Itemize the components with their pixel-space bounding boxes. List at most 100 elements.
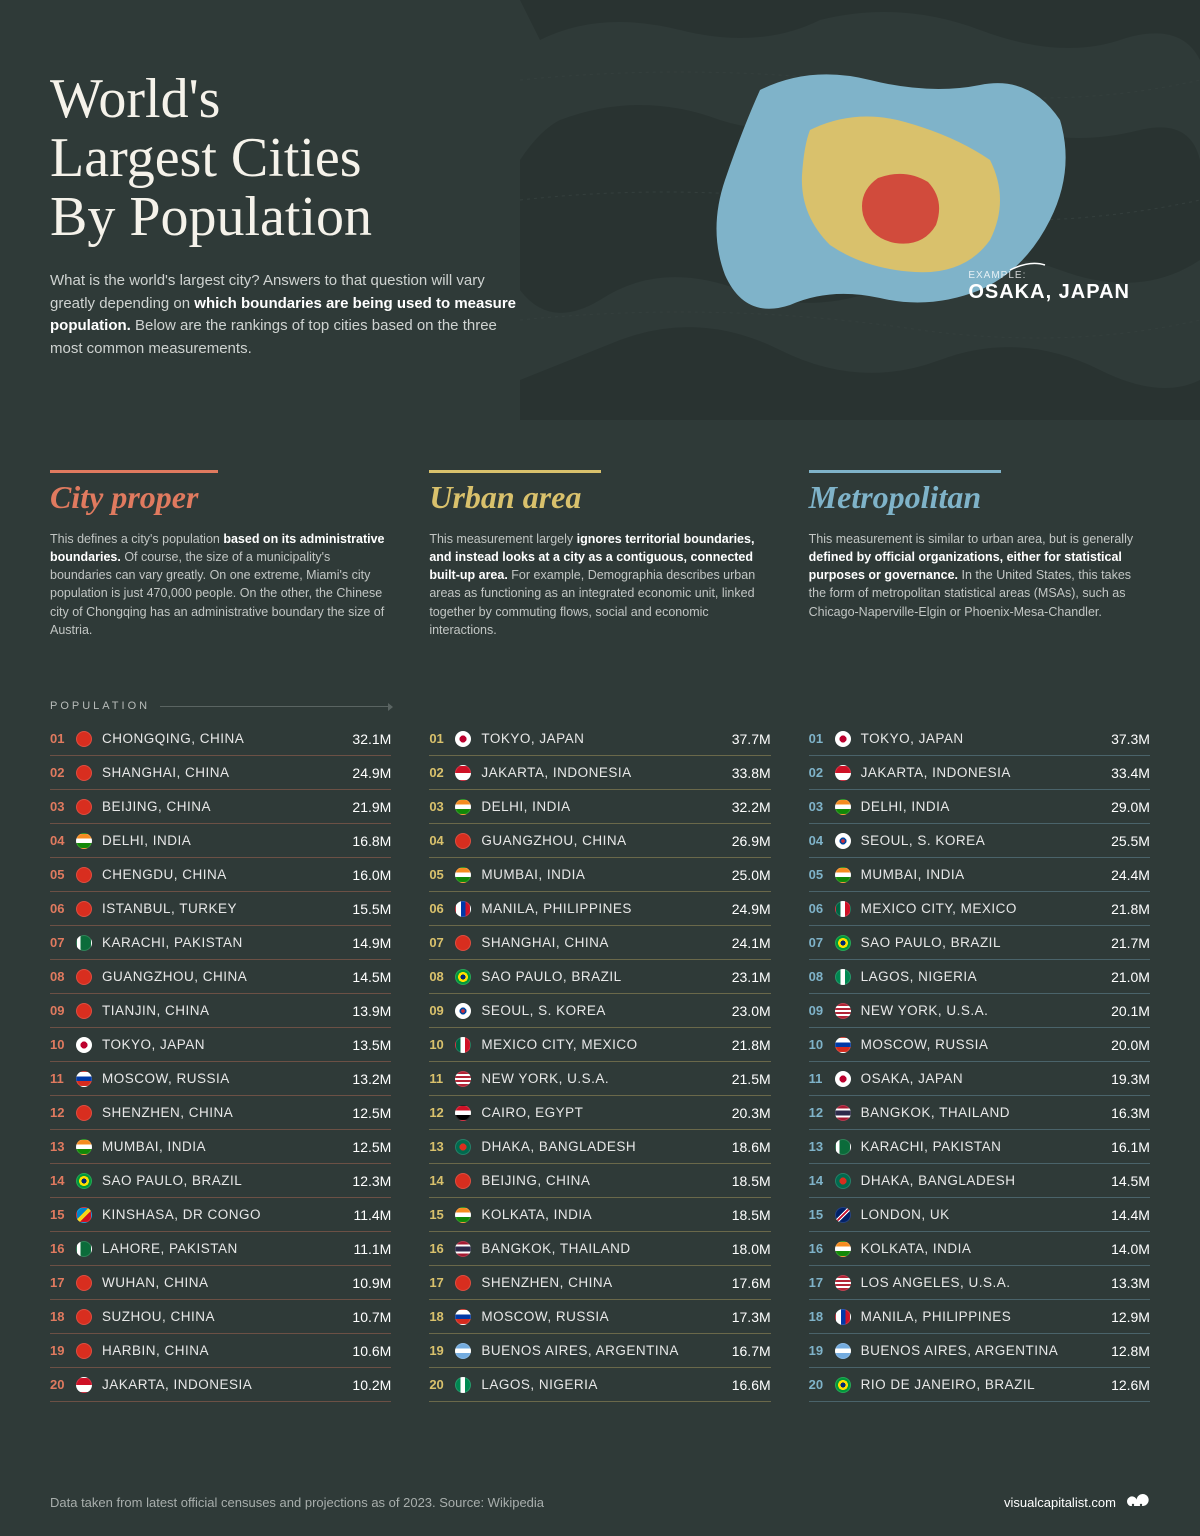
population-value: 33.4M: [1111, 765, 1150, 781]
flag-icon: [76, 901, 92, 917]
rank: 15: [429, 1207, 455, 1222]
city-name: SHANGHAI, CHINA: [481, 935, 731, 950]
flag-icon: [76, 1105, 92, 1121]
rank: 09: [809, 1003, 835, 1018]
city-name: SUZHOU, CHINA: [102, 1309, 352, 1324]
table-row: 13KARACHI, PAKISTAN16.1M: [809, 1130, 1150, 1164]
table-row: 08LAGOS, NIGERIA21.0M: [809, 960, 1150, 994]
flag-icon: [76, 1309, 92, 1325]
rank: 13: [50, 1139, 76, 1154]
flag-icon: [455, 867, 471, 883]
population-value: 12.5M: [352, 1139, 391, 1155]
city-name: CAIRO, EGYPT: [481, 1105, 731, 1120]
city-name: OSAKA, JAPAN: [861, 1071, 1111, 1086]
city-name: SAO PAULO, BRAZIL: [861, 935, 1111, 950]
flag-icon: [455, 969, 471, 985]
rank: 05: [429, 867, 455, 882]
rank: 01: [50, 731, 76, 746]
rank: 11: [50, 1071, 76, 1086]
population-value: 23.0M: [732, 1003, 771, 1019]
population-value: 10.9M: [352, 1275, 391, 1291]
city-name: CHONGQING, CHINA: [102, 731, 352, 746]
table-row: 20RIO DE JANEIRO, BRAZIL12.6M: [809, 1368, 1150, 1402]
population-value: 18.5M: [732, 1173, 771, 1189]
population-value: 16.8M: [352, 833, 391, 849]
city-name: HARBIN, CHINA: [102, 1343, 352, 1358]
example-label: EXAMPLE: OSAKA, JAPAN: [968, 270, 1130, 304]
flag-icon: [76, 1071, 92, 1087]
rank: 16: [809, 1241, 835, 1256]
city-name: MUMBAI, INDIA: [861, 867, 1111, 882]
brand-icon: [1124, 1492, 1150, 1512]
population-value: 24.1M: [732, 935, 771, 951]
city-name: SAO PAULO, BRAZIL: [481, 969, 731, 984]
section-desc: This measurement is similar to urban are…: [809, 530, 1150, 670]
population-value: 11.4M: [353, 1207, 391, 1223]
table-row: 14SAO PAULO, BRAZIL12.3M: [50, 1164, 391, 1198]
flag-icon: [76, 1343, 92, 1359]
table-row: 08GUANGZHOU, CHINA14.5M: [50, 960, 391, 994]
table-row: 16KOLKATA, INDIA14.0M: [809, 1232, 1150, 1266]
rank: 19: [429, 1343, 455, 1358]
table-row: 15LONDON, UK14.4M: [809, 1198, 1150, 1232]
flag-icon: [76, 799, 92, 815]
population-value: 12.6M: [1111, 1377, 1150, 1393]
rank: 18: [429, 1309, 455, 1324]
rank: 06: [50, 901, 76, 916]
population-value: 12.8M: [1111, 1343, 1150, 1359]
flag-icon: [455, 1071, 471, 1087]
table-row: 13 MUMBAI, INDIA12.5M: [50, 1130, 391, 1164]
flag-icon: [455, 1003, 471, 1019]
rank: 04: [809, 833, 835, 848]
city-name: TOKYO, JAPAN: [481, 731, 731, 746]
population-header-spacer: [809, 698, 1150, 714]
rank: 09: [50, 1003, 76, 1018]
city-name: SEOUL, S. KOREA: [861, 833, 1111, 848]
city-name: BUENOS AIRES, ARGENTINA: [481, 1343, 731, 1358]
rank: 18: [809, 1309, 835, 1324]
city-name: DELHI, INDIA: [102, 833, 352, 848]
rank: 16: [50, 1241, 76, 1256]
table-row: 01CHONGQING, CHINA32.1M: [50, 722, 391, 756]
example-tag: EXAMPLE:: [968, 270, 1130, 281]
table-row: 05MUMBAI, INDIA25.0M: [429, 858, 770, 892]
flag-icon: [76, 1241, 92, 1257]
flag-icon: [76, 1173, 92, 1189]
rank: 11: [429, 1071, 455, 1086]
rank: 11: [809, 1071, 835, 1086]
flag-icon: [835, 1003, 851, 1019]
table-row: 01TOKYO, JAPAN37.7M: [429, 722, 770, 756]
example-city: OSAKA, JAPAN: [968, 281, 1130, 304]
flag-icon: [76, 765, 92, 781]
rank: 02: [50, 765, 76, 780]
city-name: BEIJING, CHINA: [102, 799, 352, 814]
flag-icon: [455, 1207, 471, 1223]
rank: 07: [429, 935, 455, 950]
table-row: 03DELHI, INDIA32.2M: [429, 790, 770, 824]
city-name: LOS ANGELES, U.S.A.: [861, 1275, 1111, 1290]
table-row: 02SHANGHAI, CHINA24.9M: [50, 756, 391, 790]
rank: 01: [429, 731, 455, 746]
city-name: KARACHI, PAKISTAN: [861, 1139, 1111, 1154]
table-row: 20LAGOS, NIGERIA16.6M: [429, 1368, 770, 1402]
population-value: 24.4M: [1111, 867, 1150, 883]
city-name: CHENGDU, CHINA: [102, 867, 352, 882]
rank: 09: [429, 1003, 455, 1018]
rows: 01CHONGQING, CHINA32.1M02SHANGHAI, CHINA…: [50, 722, 391, 1402]
table-row: 10TOKYO, JAPAN13.5M: [50, 1028, 391, 1062]
flag-icon: [76, 731, 92, 747]
table-row: 12SHENZHEN, CHINA12.5M: [50, 1096, 391, 1130]
city-name: LAGOS, NIGERIA: [861, 969, 1111, 984]
flag-icon: [455, 1105, 471, 1121]
section-desc: This defines a city's population based o…: [50, 530, 391, 670]
rank: 14: [50, 1173, 76, 1188]
city-name: DELHI, INDIA: [861, 799, 1111, 814]
flag-icon: [455, 1309, 471, 1325]
table-row: 11OSAKA, JAPAN19.3M: [809, 1062, 1150, 1096]
flag-icon: [455, 833, 471, 849]
population-value: 16.7M: [732, 1343, 771, 1359]
population-value: 21.0M: [1111, 969, 1150, 985]
rank: 18: [50, 1309, 76, 1324]
city-name: MANILA, PHILIPPINES: [481, 901, 731, 916]
city-name: MUMBAI, INDIA: [102, 1139, 352, 1154]
